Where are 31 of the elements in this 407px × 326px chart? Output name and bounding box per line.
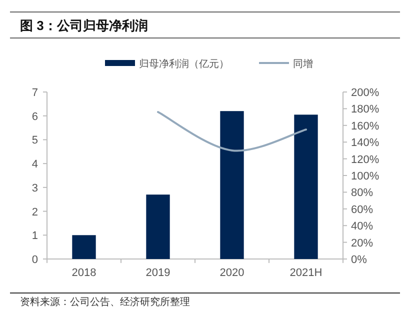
y2-tick-label: 100%: [351, 170, 380, 182]
y-tick-label: 2: [32, 206, 38, 218]
y2-tick-label: 200%: [351, 87, 380, 99]
x-tick-label: 2018: [72, 267, 96, 279]
x-tick-label: 2019: [146, 267, 170, 279]
y2-tick-label: 60%: [351, 204, 374, 216]
y2-tick-label: 180%: [351, 104, 380, 116]
y2-tick-label: 160%: [351, 120, 380, 132]
bar: [220, 111, 244, 259]
y2-tick-label: 40%: [351, 220, 374, 233]
y2-tick-label: 120%: [351, 154, 380, 166]
bar: [294, 114, 318, 259]
text: 资料来源：公司公告、经济研究所整理: [20, 296, 190, 308]
x-tick-label: 2021H: [290, 267, 322, 279]
y-tick-label: 1: [32, 230, 38, 242]
y2-tick-label: 0%: [351, 254, 368, 266]
y-tick-label: 0: [32, 254, 38, 266]
y-tick-label: 3: [32, 182, 38, 194]
y2-tick-label: 140%: [351, 137, 380, 150]
bar: [72, 235, 96, 259]
bar: [146, 194, 170, 259]
x-tick-label: 2020: [220, 267, 244, 279]
legend-label: 同增: [293, 58, 313, 70]
y2-tick-label: 80%: [351, 187, 374, 200]
y-tick-label: 6: [32, 110, 38, 123]
y-tick-label: 4: [32, 158, 38, 171]
y2-tick-label: 20%: [351, 237, 374, 250]
y-tick-label: 7: [32, 87, 38, 99]
legend-label: 归母净利润（亿元）: [139, 58, 229, 70]
chart-title: 图 3：公司归母净利润: [20, 18, 148, 33]
y-tick-label: 5: [32, 134, 38, 147]
